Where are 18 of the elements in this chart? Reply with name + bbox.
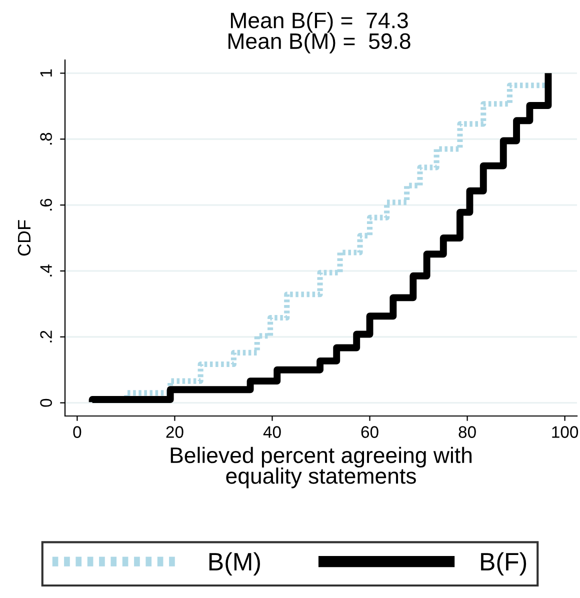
chart-title: Mean B(F) = 74.3	[230, 12, 408, 33]
y-axis-title: CDF	[18, 220, 31, 256]
y-tick-label: 0	[40, 398, 52, 407]
y-tick-label: .2	[40, 330, 52, 342]
x-tick-label: 80	[458, 426, 476, 438]
legend-label: B(F)	[481, 552, 526, 576]
x-tick-label: 40	[263, 426, 281, 438]
x-tick-label: 20	[166, 426, 184, 438]
chart-subtitle: Mean B(M) = 59.8	[228, 32, 410, 54]
x-tick-label: 100	[552, 426, 578, 438]
y-tick-label: .8	[40, 132, 52, 145]
y-tick-label: .6	[40, 198, 52, 210]
x-tick-label: 0	[73, 426, 82, 438]
legend-label: B(M)	[209, 552, 260, 576]
y-tick-label: 1	[40, 69, 52, 77]
x-tick-label: 60	[361, 426, 378, 438]
y-tick-label: .4	[40, 264, 52, 276]
x-axis-title: Believed percent agreeing with equality statements	[170, 446, 472, 488]
